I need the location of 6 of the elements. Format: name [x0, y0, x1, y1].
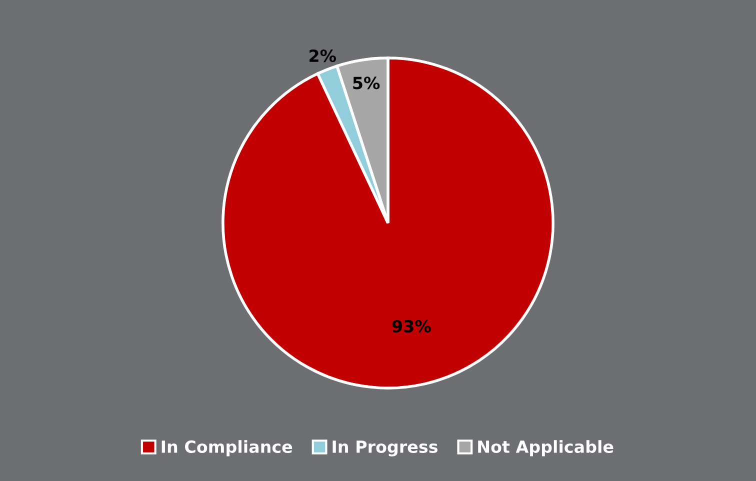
data-label: 5%	[353, 76, 380, 90]
legend-label: In Compliance	[162, 440, 292, 456]
legend-label: In Progress	[332, 440, 438, 456]
data-label: 93%	[392, 320, 431, 333]
legend-label: Not Applicable	[478, 440, 614, 456]
data-label: 2%	[310, 49, 336, 62]
